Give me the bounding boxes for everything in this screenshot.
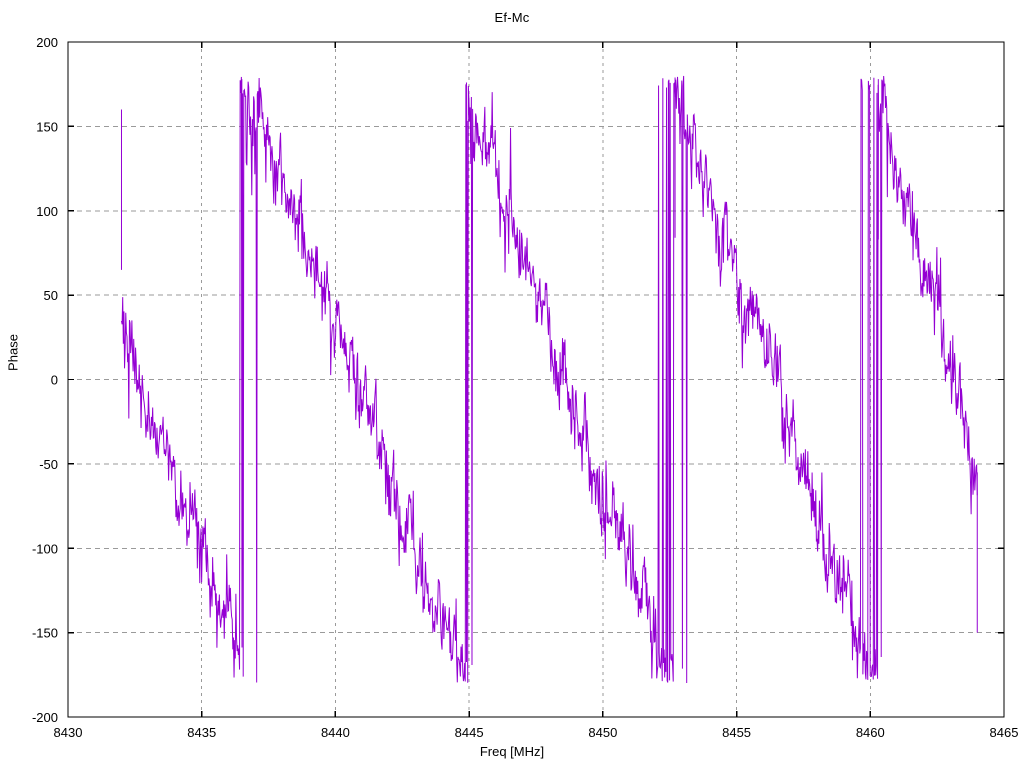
- x-tick-label: 8450: [588, 725, 617, 740]
- axis-tick-labels: -200 -150 -100 -50 0 50 100 150 200 8430 8435 8440 8…: [32, 35, 1018, 740]
- chart-title: Ef-Mc: [494, 10, 530, 25]
- x-axis-label: Freq [MHz]: [479, 744, 545, 759]
- x-tick-label: 8430: [54, 725, 83, 740]
- x-tick-label: 8460: [856, 725, 885, 740]
- y-tick-label: 0: [51, 373, 58, 388]
- y-tick-label: 50: [44, 288, 58, 303]
- x-tick-label: 8440: [321, 725, 350, 740]
- y-tick-label: -100: [32, 541, 58, 556]
- x-tick-label: 8455: [722, 725, 751, 740]
- x-tick-label: 8435: [187, 725, 216, 740]
- x-tick-label: 8465: [990, 725, 1019, 740]
- data-series-layer: [120, 75, 978, 684]
- y-tick-label: 100: [36, 204, 58, 219]
- gridlines: [68, 42, 1004, 717]
- y-tick-label: -150: [32, 626, 58, 641]
- axis-ticks: [67, 41, 1005, 718]
- y-tick-label: -50: [39, 457, 58, 472]
- y-tick-label: 200: [36, 35, 58, 50]
- y-tick-label: -200: [32, 710, 58, 725]
- y-tick-label: 150: [36, 119, 58, 134]
- y-axis-label: Phase: [5, 334, 21, 371]
- x-tick-label: 8445: [455, 725, 484, 740]
